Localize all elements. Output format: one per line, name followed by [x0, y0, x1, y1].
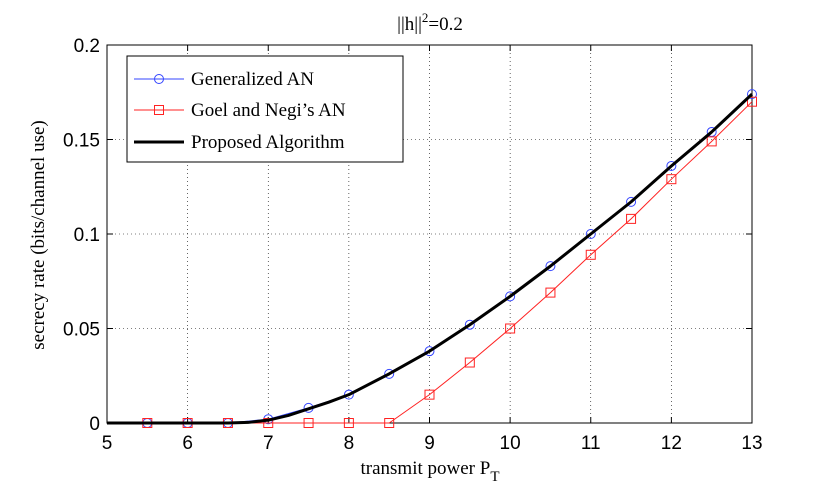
- x-tick-label: 9: [424, 433, 435, 454]
- series-layer: [107, 89, 757, 428]
- legend-label-generalized-an: Generalized AN: [191, 69, 314, 90]
- y-tick-label: 0: [89, 414, 100, 435]
- data-point-goel-and-negi-s-an: [747, 96, 757, 107]
- x-tick-label: 6: [182, 433, 193, 454]
- legend-entry-generalized-an: Generalized AN: [134, 69, 314, 90]
- legend-label-goel-negi-an: Goel and Negi’s AN: [191, 100, 346, 121]
- data-point-goel-and-negi-s-an: [343, 418, 354, 428]
- data-point-goel-and-negi-s-an: [545, 287, 556, 298]
- x-tick-label: 7: [263, 433, 274, 454]
- data-point-generalized-an: [505, 291, 516, 302]
- x-tick-label: 12: [661, 433, 682, 454]
- series-line-proposed-algorithm: [107, 93, 754, 425]
- x-axis-label-sub: T: [490, 469, 499, 485]
- legend: Generalized AN Goel and Negi’s AN Propos…: [126, 55, 404, 163]
- legend-label-proposed-algorithm: Proposed Algorithm: [191, 132, 345, 153]
- axes: [106, 44, 753, 424]
- data-point-generalized-an: [424, 346, 435, 357]
- data-point-generalized-an: [747, 89, 757, 100]
- x-axis-label-base: transmit power P: [361, 458, 491, 479]
- x-tick-label: 5: [102, 433, 113, 454]
- legend-entry-goel-negi-an: Goel and Negi’s AN: [134, 100, 346, 121]
- data-point-generalized-an: [464, 319, 475, 330]
- x-tick-label: 8: [344, 433, 355, 454]
- data-point-goel-and-negi-s-an: [424, 389, 435, 400]
- data-point-goel-and-negi-s-an: [585, 249, 596, 260]
- x-tick-label: 10: [500, 433, 521, 454]
- x-tick-label: 11: [581, 433, 601, 454]
- data-point-goel-and-negi-s-an: [666, 174, 677, 185]
- legend-box: [126, 55, 404, 163]
- chart-title: ||h||2=0.2: [397, 10, 463, 35]
- data-point-goel-and-negi-s-an: [505, 323, 516, 334]
- data-point-generalized-an: [626, 196, 637, 207]
- data-point-goel-and-negi-s-an: [303, 418, 314, 428]
- chart-title-base: ||h||: [397, 14, 422, 35]
- data-point-goel-and-negi-s-an: [464, 357, 475, 368]
- legend-marker-generalized-an: [154, 74, 164, 84]
- y-tick-label: 0.15: [63, 131, 100, 152]
- chart-title-rest: =0.2: [428, 14, 462, 35]
- data-point-generalized-an: [343, 389, 354, 400]
- data-point-goel-and-negi-s-an: [706, 136, 717, 147]
- data-point-generalized-an: [585, 229, 596, 239]
- data-point-goel-and-negi-s-an: [263, 418, 274, 428]
- data-point-generalized-an: [545, 261, 556, 272]
- legend-entry-proposed-algorithm: Proposed Algorithm: [134, 132, 345, 153]
- data-point-generalized-an: [666, 160, 677, 171]
- data-point-generalized-an: [384, 368, 395, 379]
- y-tick-label: 0.2: [74, 36, 100, 57]
- x-tick-label: 13: [741, 433, 762, 454]
- legend-marker-goel-negi-an: [154, 105, 164, 115]
- tick-labels: 5 6 7 8 9 10 11 12 13 0 0.05 0.1 0.15 0.2: [63, 36, 763, 454]
- data-point-goel-and-negi-s-an: [384, 418, 395, 428]
- y-tick-label: 0.05: [63, 320, 100, 341]
- y-axis-label: secrecy rate (bits/channel use): [28, 120, 49, 349]
- chart-title-exp: 2: [422, 10, 429, 25]
- series-proposed-algorithm: [107, 93, 754, 425]
- y-tick-label: 0.1: [74, 225, 100, 246]
- x-axis-label: transmit power PT: [361, 458, 500, 485]
- data-point-goel-and-negi-s-an: [626, 213, 637, 224]
